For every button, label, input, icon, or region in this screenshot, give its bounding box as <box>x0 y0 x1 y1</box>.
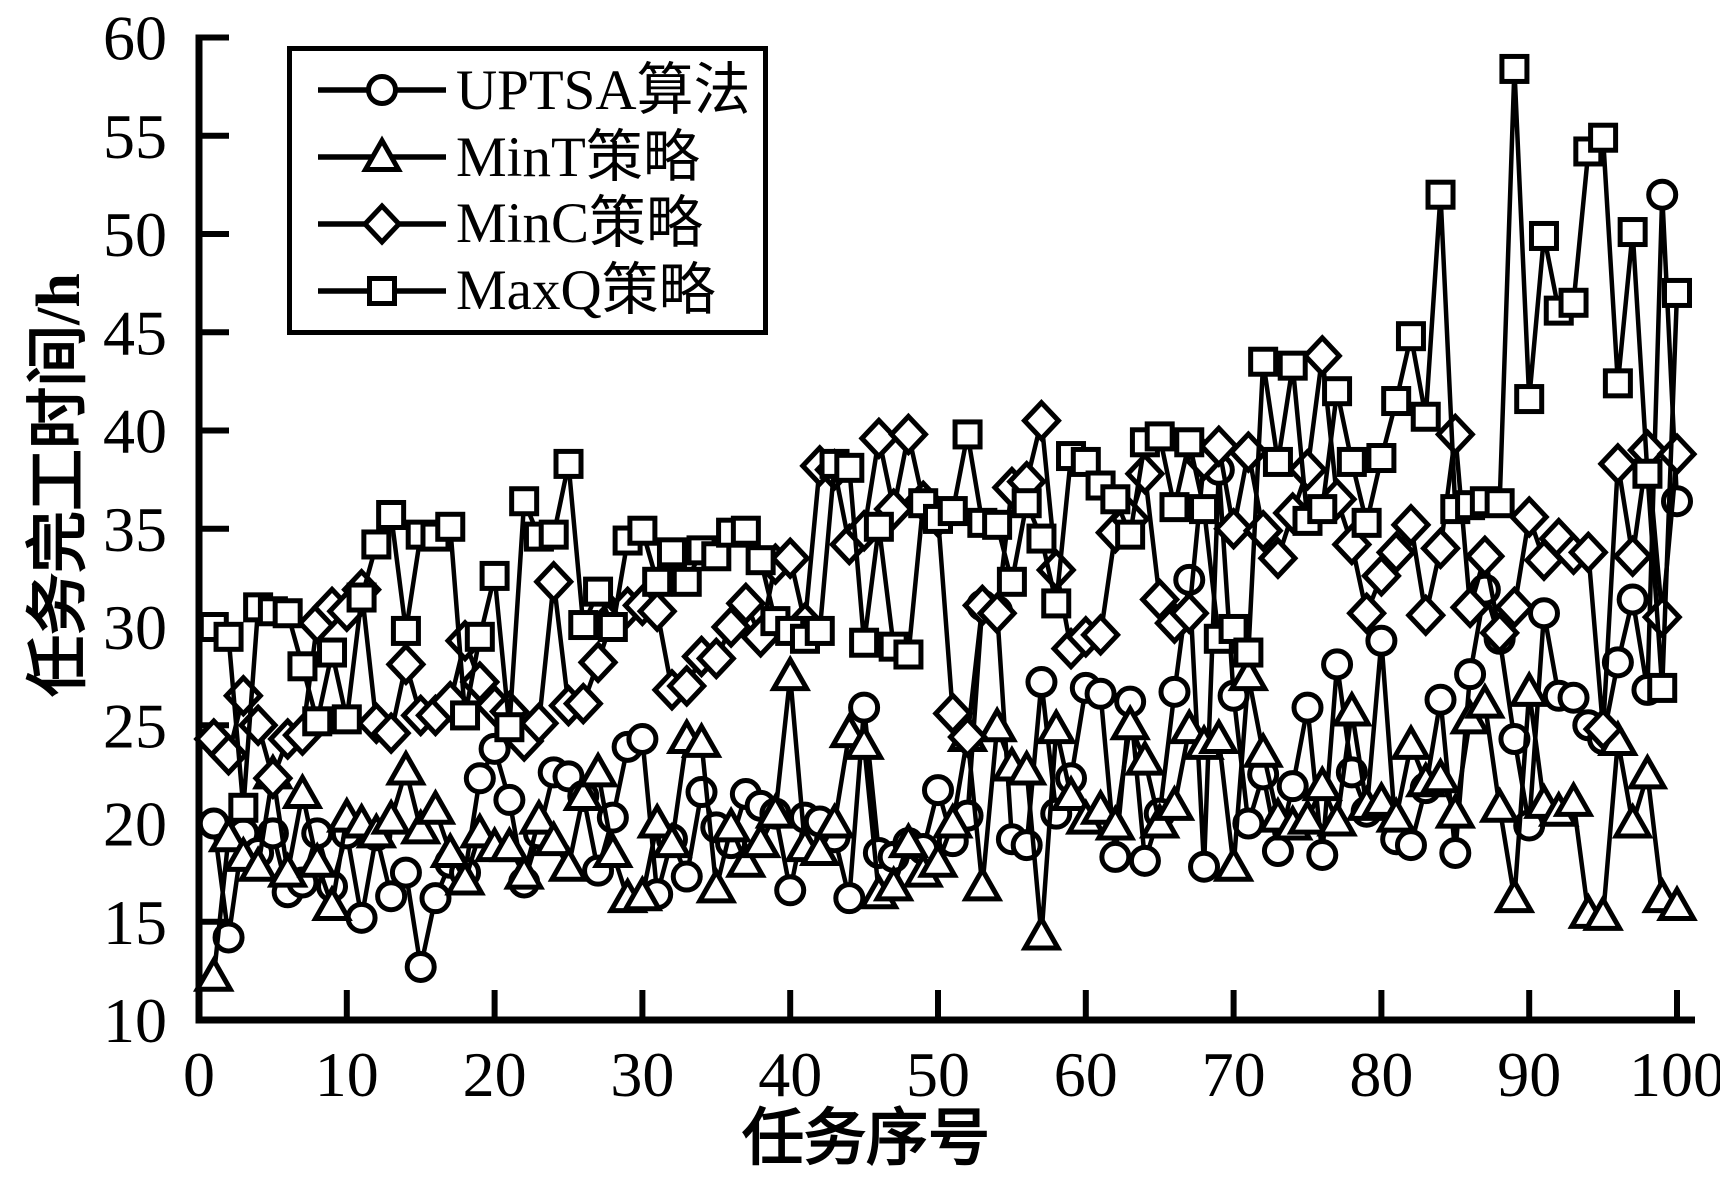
legend-item-diamond: MinC策略 <box>318 193 753 255</box>
legend-item-square: MaxQ策略 <box>318 260 753 322</box>
y-tick-label: 20 <box>103 789 167 860</box>
x-tick-label: 50 <box>906 1039 970 1110</box>
series-MinT策略 <box>192 654 1698 992</box>
legend-label: MaxQ策略 <box>456 259 716 323</box>
y-tick-label: 10 <box>103 985 167 1056</box>
x-tick-label: 80 <box>1349 1039 1413 1110</box>
square-marker-icon <box>318 275 446 306</box>
diamond-marker-icon <box>318 202 446 246</box>
x-tick-label: 20 <box>463 1039 527 1110</box>
y-tick-label: 50 <box>103 199 167 270</box>
y-tick-label: 25 <box>103 690 167 761</box>
x-tick-label: 70 <box>1202 1039 1266 1110</box>
legend-item-circle: UPTSA算法 <box>318 59 753 121</box>
y-tick-label: 55 <box>103 101 167 172</box>
x-tick-label: 100 <box>1629 1039 1720 1110</box>
y-tick-label: 60 <box>103 3 167 74</box>
legend-label: MinT策略 <box>456 125 700 189</box>
legend-label: UPTSA算法 <box>456 58 751 122</box>
legend-item-triangle-up: MinT策略 <box>318 126 753 188</box>
x-axis: 0 10 20 30 40 50 60 70 80 90 100 <box>183 990 1720 1110</box>
legend: UPTSA算法 MinT策略 MinC策略 MaxQ策略 <box>287 46 768 335</box>
x-tick-label: 0 <box>183 1039 215 1110</box>
y-tick-label: 15 <box>103 887 167 958</box>
x-tick-label: 30 <box>610 1039 674 1110</box>
y-tick-label: 35 <box>103 494 167 565</box>
legend-label: MinC策略 <box>456 192 704 256</box>
series-line <box>212 355 1680 786</box>
circle-marker-icon <box>318 74 446 107</box>
x-tick-label: 40 <box>758 1039 822 1110</box>
y-tick-label: 30 <box>103 592 167 663</box>
series-MaxQ策略 <box>198 53 1692 823</box>
y-tick-label: 45 <box>103 297 167 368</box>
y-tick-label: 40 <box>103 396 167 467</box>
x-tick-label: 60 <box>1054 1039 1118 1110</box>
y-axis-title: 任务完工时间/h <box>25 273 93 697</box>
x-axis-title: 任务序号 <box>741 1105 991 1173</box>
y-axis: 10 15 20 25 30 35 40 45 50 55 60 <box>103 3 229 1056</box>
triangle-up-marker-icon <box>318 135 446 173</box>
x-tick-label: 90 <box>1497 1039 1561 1110</box>
x-tick-label: 10 <box>315 1039 379 1110</box>
